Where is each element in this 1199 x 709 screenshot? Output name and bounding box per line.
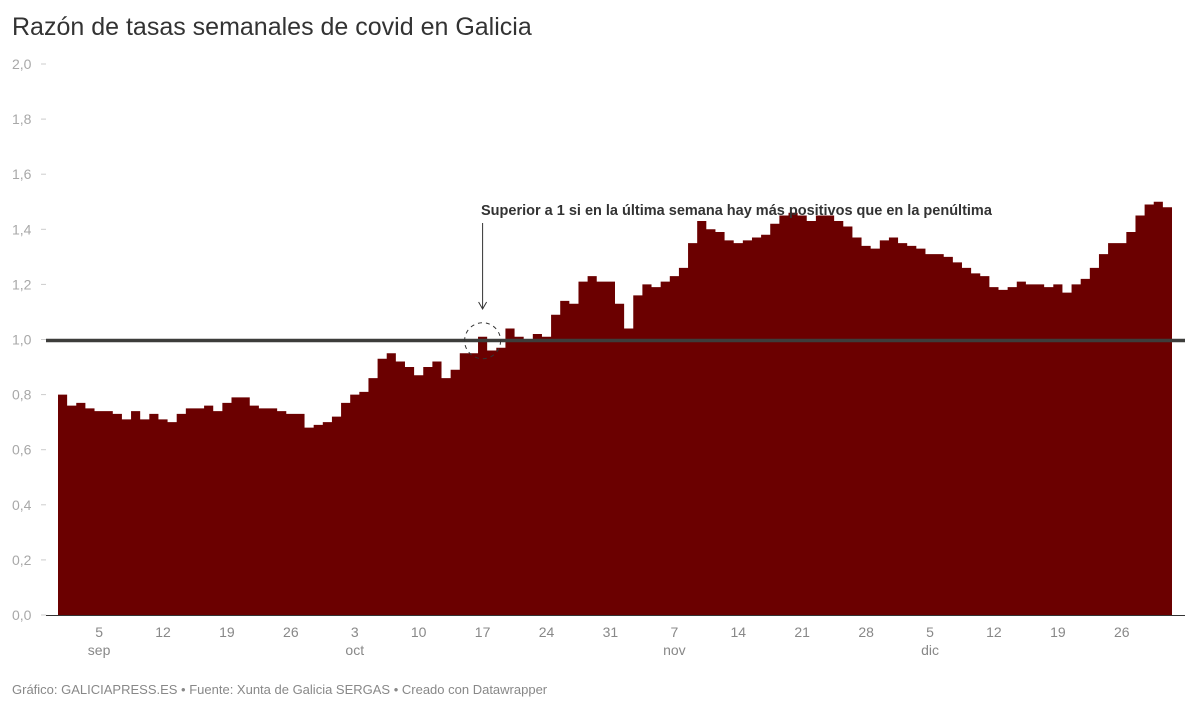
x-tick-month: oct	[345, 642, 364, 658]
x-tick-label: 19	[219, 624, 235, 640]
x-tick-label: 19	[1050, 624, 1066, 640]
annotation-arrowhead-icon	[478, 301, 488, 311]
x-tick-label: 28	[858, 624, 874, 640]
y-tick-label: 0,2	[12, 552, 32, 568]
x-tick-label: 26	[1114, 624, 1130, 640]
x-tick-label: 5	[95, 624, 103, 640]
x-tick-label: 10	[411, 624, 427, 640]
annotation-circle	[464, 322, 502, 360]
x-tick-label: 31	[603, 624, 619, 640]
chart-title: Razón de tasas semanales de covid en Gal…	[12, 13, 532, 41]
y-tick-label: 1,4	[12, 221, 32, 237]
x-tick-month: dic	[921, 642, 939, 658]
x-tick-label: 24	[539, 624, 555, 640]
x-tick-label: 14	[730, 624, 746, 640]
chart-footer: Gráfico: GALICIAPRESS.ES • Fuente: Xunta…	[12, 682, 548, 697]
y-tick-label: 0,4	[12, 497, 32, 513]
x-tick-label: 7	[670, 624, 678, 640]
area-series	[58, 201, 1172, 615]
x-tick-label: 26	[283, 624, 299, 640]
y-tick-label: 1,0	[12, 332, 32, 348]
x-tick-label: 3	[351, 624, 359, 640]
x-tick-label: 12	[155, 624, 171, 640]
y-tick-label: 1,6	[12, 166, 32, 182]
y-tick-label: 1,8	[12, 111, 32, 127]
x-tick-label: 5	[926, 624, 934, 640]
x-tick-label: 21	[794, 624, 810, 640]
annotation-text: Superior a 1 si en la última semana hay …	[481, 203, 993, 219]
x-tick-label: 17	[475, 624, 491, 640]
x-tick-month: sep	[88, 642, 111, 658]
y-tick-label: 1,2	[12, 276, 32, 292]
y-tick-label: 0,6	[12, 442, 32, 458]
x-tick-month: nov	[663, 642, 686, 658]
y-tick-label: 0,0	[12, 607, 32, 623]
x-tick-label: 12	[986, 624, 1002, 640]
y-tick-label: 0,8	[12, 387, 32, 403]
y-tick-label: 2,0	[12, 56, 32, 72]
